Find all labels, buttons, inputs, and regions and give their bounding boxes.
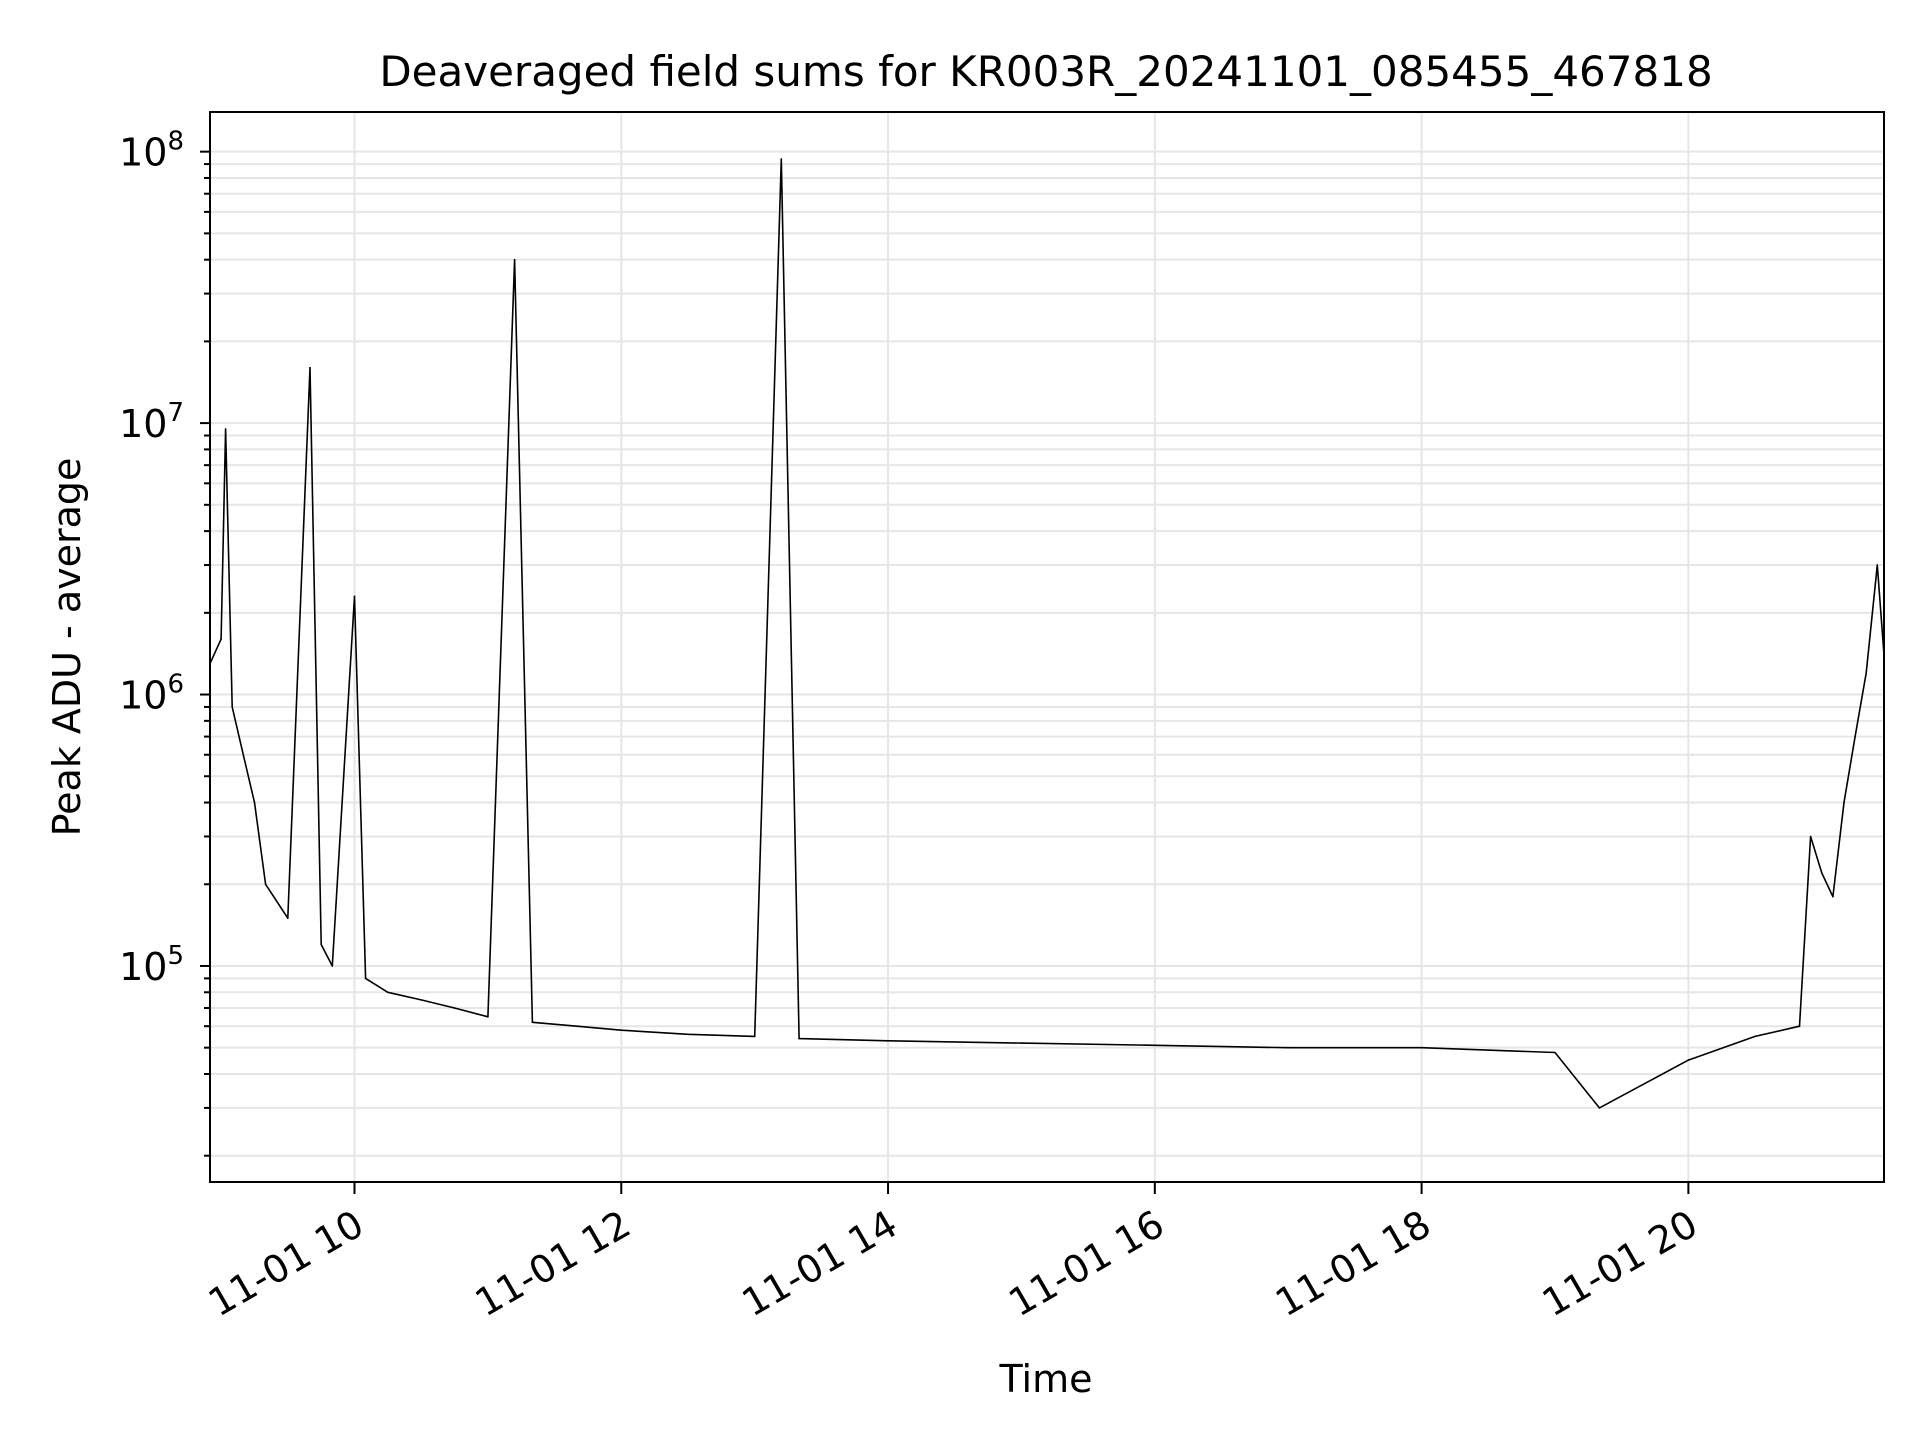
data-point — [387, 991, 389, 994]
data-point — [1843, 801, 1845, 804]
data-point — [887, 1040, 889, 1042]
data-point — [320, 943, 323, 946]
data-point — [420, 999, 423, 1001]
y-tick-label-exponent: 7 — [167, 398, 184, 428]
data-point — [287, 917, 289, 919]
data-point — [1020, 1042, 1023, 1044]
data-point — [780, 158, 783, 160]
data-point — [1554, 1051, 1556, 1054]
y-axis-label: Peak ADU - average — [45, 458, 89, 837]
data-point — [1821, 872, 1823, 874]
data-point — [1865, 672, 1867, 674]
data-point — [576, 1025, 578, 1027]
data-point — [531, 1021, 534, 1024]
data-point — [1287, 1046, 1289, 1049]
data-point — [1154, 1044, 1156, 1047]
data-point — [264, 883, 267, 886]
data-point — [1854, 735, 1856, 738]
data-point — [1598, 1107, 1601, 1109]
data-point — [487, 1016, 489, 1018]
y-tick-label: 108 — [119, 127, 184, 175]
data-point — [364, 977, 367, 980]
data-point — [687, 1033, 689, 1036]
data-point — [1798, 1025, 1801, 1027]
y-tick-label-exponent: 5 — [167, 941, 184, 971]
data-point — [753, 1035, 756, 1038]
plot-frame — [209, 111, 1885, 1183]
y-tick-label-exponent: 6 — [167, 670, 184, 700]
y-tick-label-base: 10 — [119, 402, 167, 446]
y-tick-label-base: 10 — [119, 674, 167, 718]
y-tick-label-base: 10 — [119, 131, 167, 175]
data-point — [224, 428, 227, 430]
data-point — [513, 258, 516, 261]
data-point — [331, 965, 334, 967]
data-point — [309, 366, 311, 369]
data-point — [1754, 1035, 1756, 1038]
data-point — [1809, 835, 1812, 838]
data-point — [1832, 895, 1834, 898]
y-tick-label-exponent: 8 — [167, 127, 184, 157]
data-point — [453, 1007, 456, 1009]
x-axis-label: Time — [999, 1357, 1093, 1401]
data-point — [242, 754, 245, 756]
data-point — [620, 1029, 623, 1031]
data-point — [798, 1037, 800, 1040]
data-point — [220, 638, 222, 640]
data-point — [353, 595, 356, 598]
chart-title: Deaveraged field sums for KR003R_2024110… — [379, 47, 1712, 96]
data-point — [1687, 1059, 1690, 1061]
data-point — [231, 706, 233, 708]
y-tick-label-base: 10 — [119, 945, 167, 989]
y-tick-label: 106 — [119, 670, 184, 718]
data-point — [253, 801, 256, 804]
y-tick-label: 105 — [119, 941, 184, 989]
data-point — [1876, 564, 1879, 566]
data-point — [1420, 1046, 1423, 1049]
y-tick-label: 107 — [119, 398, 184, 446]
